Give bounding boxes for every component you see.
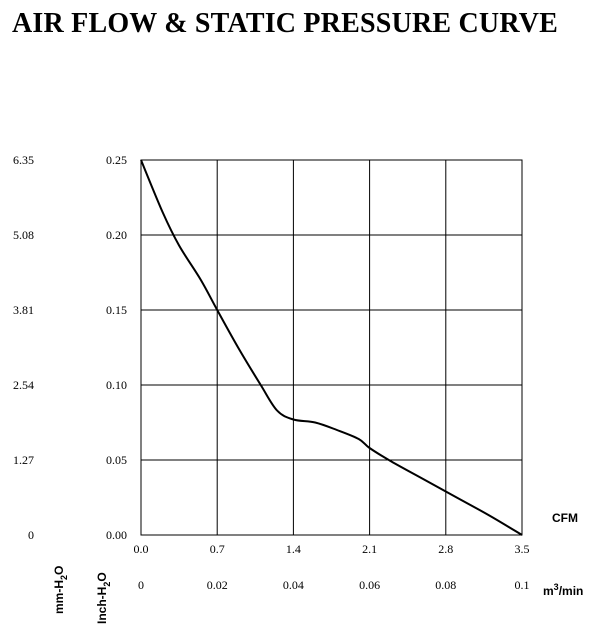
x-primary-ticks: 0.0 0.7 1.4 2.1 2.8 3.5 bbox=[134, 542, 530, 556]
x-secondary-label: m3/min bbox=[543, 582, 583, 598]
y-secondary-label-sub: 2 bbox=[59, 575, 69, 580]
y-primary-label-main: Inch-H bbox=[95, 587, 109, 624]
x-primary-tick-label: 0.0 bbox=[134, 542, 149, 556]
y-primary-label-sub: 2 bbox=[102, 582, 112, 587]
plot-frame bbox=[140, 159, 523, 536]
y-secondary-ticks: 0 1.27 2.54 3.81 5.08 6.35 bbox=[13, 153, 34, 542]
x-primary-tick-label: 2.1 bbox=[362, 542, 377, 556]
y-primary-ticks: 0.00 0.05 0.10 0.15 0.20 0.25 bbox=[106, 153, 127, 542]
pressure-curve bbox=[140, 159, 523, 536]
y-secondary-tick-label: 1.27 bbox=[13, 453, 34, 467]
y-secondary-tick-label: 2.54 bbox=[13, 378, 34, 392]
y-primary-tick-label: 0.10 bbox=[106, 378, 127, 392]
x-secondary-tick-label: 0.04 bbox=[283, 578, 304, 592]
chart-title: AIR FLOW & STATIC PRESSURE CURVE bbox=[12, 8, 559, 39]
x-primary-tick-label: 0.7 bbox=[210, 542, 225, 556]
x-primary-label: CFM bbox=[552, 511, 578, 525]
vertical-gridlines bbox=[216, 160, 447, 535]
y-primary-label: Inch-H2O bbox=[95, 572, 112, 624]
x-primary-tick-label: 3.5 bbox=[515, 542, 530, 556]
y-primary-tick-label: 0.15 bbox=[106, 303, 127, 317]
x-secondary-tick-label: 0.02 bbox=[207, 578, 228, 592]
y-primary-tick-label: 0.05 bbox=[106, 453, 127, 467]
y-secondary-label: mm-H2O bbox=[52, 566, 69, 614]
y-secondary-tick-label: 3.81 bbox=[13, 303, 34, 317]
y-secondary-tick-label: 0 bbox=[28, 528, 34, 542]
y-primary-tick-label: 0.00 bbox=[106, 528, 127, 542]
x-primary-tick-label: 2.8 bbox=[438, 542, 453, 556]
x-secondary-ticks: 0 0.02 0.04 0.06 0.08 0.1 bbox=[138, 578, 530, 592]
x-secondary-label-main: m bbox=[543, 584, 554, 598]
horizontal-gridlines bbox=[141, 234, 522, 461]
x-secondary-tick-label: 0.1 bbox=[515, 578, 530, 592]
y-secondary-label-rest: O bbox=[52, 566, 66, 575]
y-secondary-label-main: mm-H bbox=[52, 580, 66, 614]
x-secondary-tick-label: 0.06 bbox=[359, 578, 380, 592]
x-secondary-tick-label: 0 bbox=[138, 578, 144, 592]
x-secondary-label-rest: /min bbox=[559, 584, 584, 598]
y-secondary-tick-label: 6.35 bbox=[13, 153, 34, 167]
x-primary-tick-label: 1.4 bbox=[286, 542, 301, 556]
y-secondary-tick-label: 5.08 bbox=[13, 228, 34, 242]
x-secondary-label-sup: 3 bbox=[554, 582, 559, 592]
y-primary-tick-label: 0.25 bbox=[106, 153, 127, 167]
y-primary-tick-label: 0.20 bbox=[106, 228, 127, 242]
y-primary-label-rest: O bbox=[95, 572, 109, 581]
x-secondary-tick-label: 0.08 bbox=[435, 578, 456, 592]
